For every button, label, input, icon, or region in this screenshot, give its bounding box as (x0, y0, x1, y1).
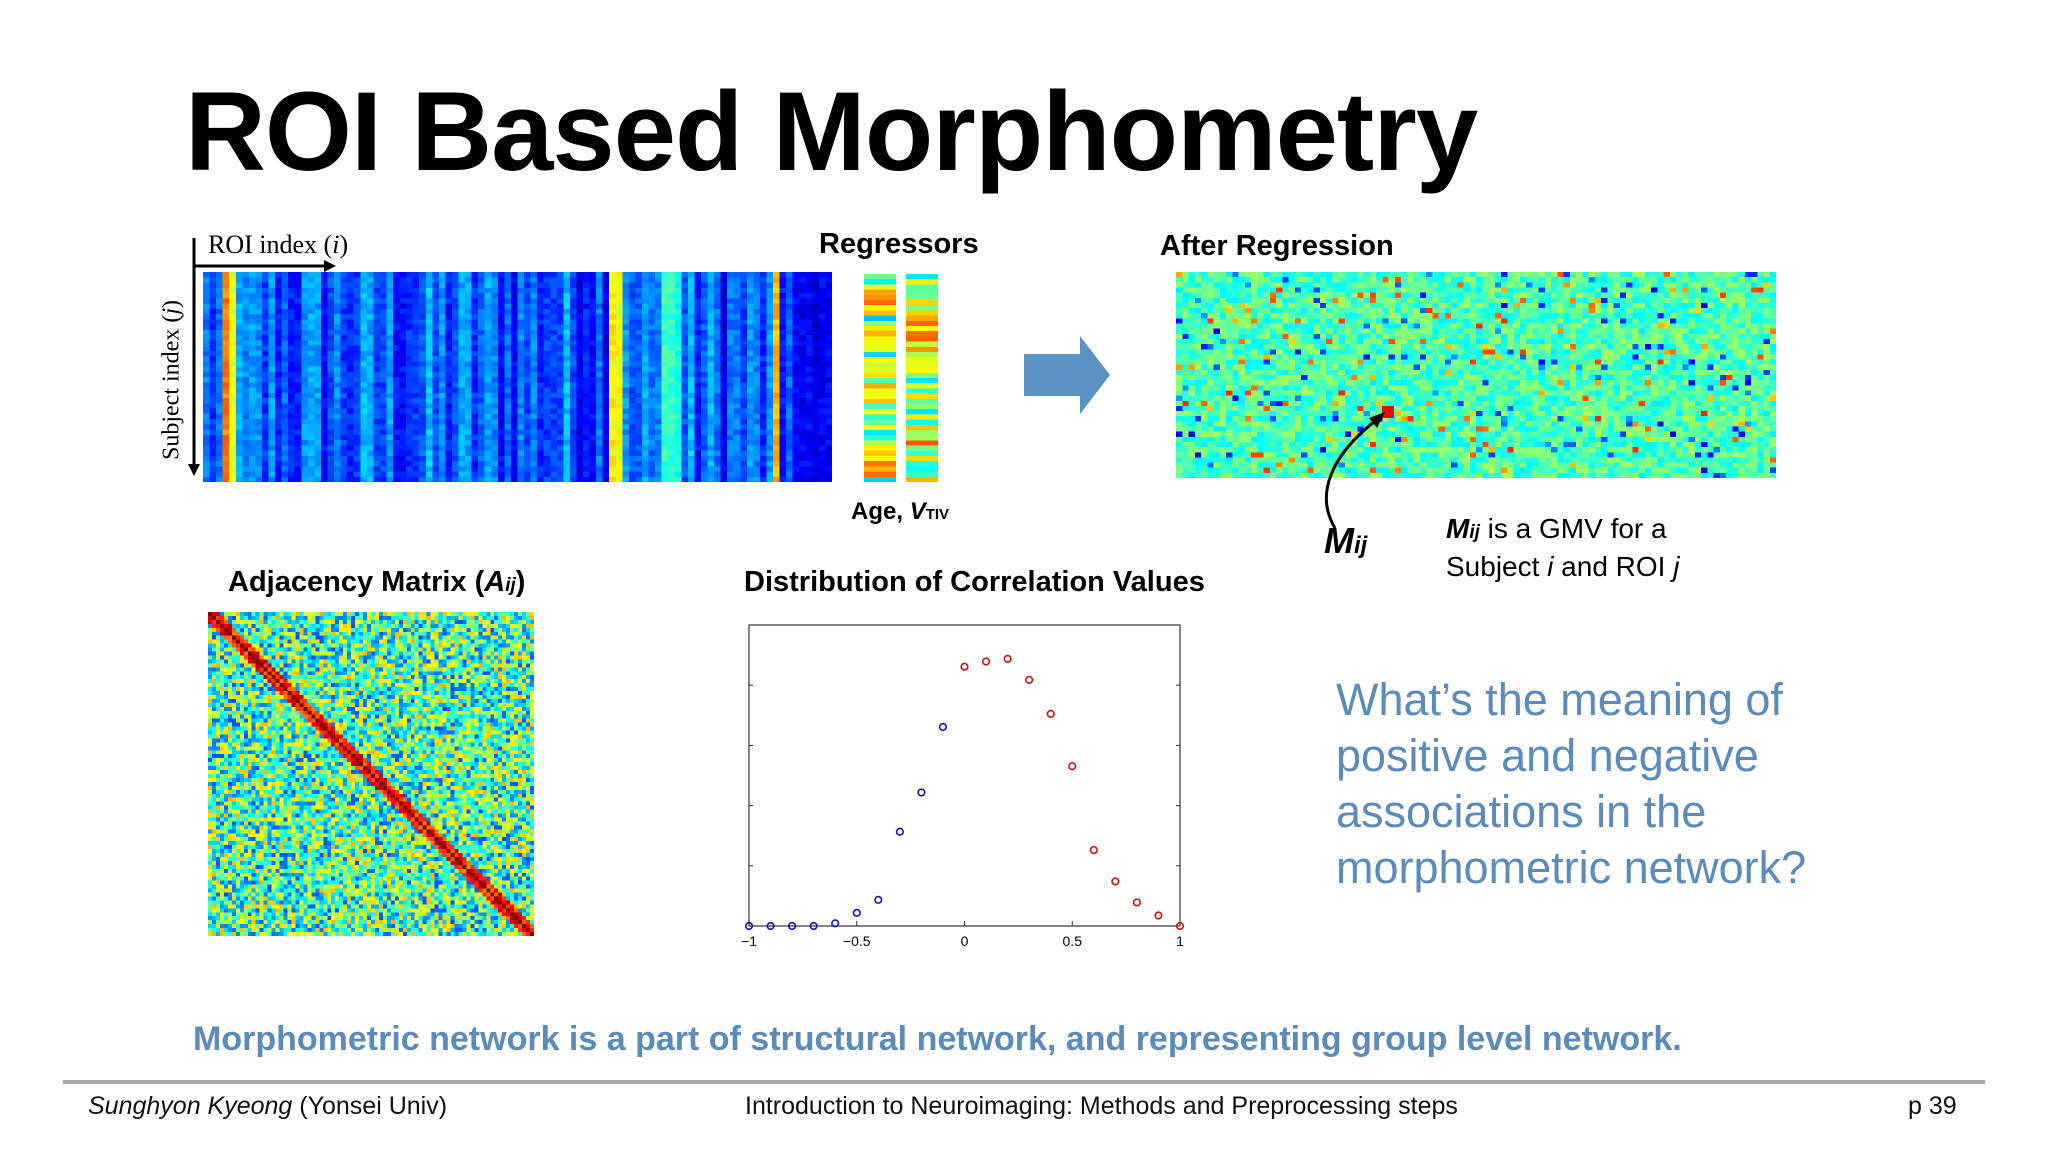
data-point (766, 921, 775, 931)
after-regression-title: After Regression (1160, 230, 1394, 262)
footer-course-title: Introduction to Neuroimaging: Methods an… (745, 1092, 1458, 1120)
regressors-title: Regressors (819, 228, 979, 260)
data-point (1175, 921, 1185, 931)
data-point (1154, 911, 1163, 920)
data-point (917, 788, 926, 797)
roi-index-label: ROI index (i) (208, 230, 349, 259)
mij-pointer-arrow (1325, 406, 1394, 529)
data-point (874, 895, 883, 904)
gmv-data-matrix-heatmap (203, 272, 832, 482)
matrix-axes-arrows (188, 238, 336, 476)
x-tick-label: −0.5 (843, 933, 871, 949)
data-point (1068, 762, 1077, 771)
x-tick-label: −1 (741, 933, 757, 949)
data-point (809, 921, 818, 931)
data-point (1025, 675, 1034, 684)
residual-matrix-heatmap (1176, 272, 1776, 478)
tiv-regressor-bar (906, 274, 938, 482)
slide-title: ROI Based Morphometry (185, 69, 1478, 194)
subject-index-label: Subject index (j) (158, 300, 185, 460)
footer-divider (63, 1080, 1985, 1084)
x-tick-label: 1 (1176, 933, 1184, 949)
chart-title: Distribution of Correlation Values (744, 566, 1205, 598)
data-point (1111, 877, 1120, 886)
data-point (960, 662, 969, 671)
discussion-question: What’s the meaning of positive and negat… (1336, 674, 1807, 893)
data-point (1132, 898, 1142, 907)
data-point (787, 921, 797, 931)
regressors-caption: Age, VTIV (851, 498, 950, 525)
data-point (1089, 845, 1098, 855)
x-tick-label: 0.5 (1063, 933, 1083, 949)
adjacency-matrix-heatmap (208, 612, 534, 936)
age-regressor-bar (864, 274, 896, 482)
data-point (1003, 654, 1012, 663)
mij-label: Mij (1324, 520, 1368, 561)
footer-page-number: p 39 (1908, 1092, 1957, 1120)
data-point (831, 919, 840, 928)
conclusion-text: Morphometric network is a part of struct… (193, 1020, 1682, 1058)
mij-definition-note: Mij is a GMV for a Subject i and ROI j (1446, 513, 1680, 582)
data-point (938, 722, 948, 732)
data-point (895, 827, 904, 836)
data-point (852, 908, 861, 918)
adjacency-matrix-title: Adjacency Matrix (Aij) (228, 566, 526, 598)
footer-author: Sunghyon Kyeong (Yonsei Univ) (88, 1092, 448, 1120)
data-point (1046, 709, 1055, 718)
data-point (981, 657, 991, 666)
correlation-distribution-chart: −1 −0.5 0 0.5 1 (741, 624, 1185, 949)
data-point (744, 921, 754, 931)
right-arrow-icon (1024, 336, 1110, 414)
x-tick-label: 0 (961, 933, 969, 949)
